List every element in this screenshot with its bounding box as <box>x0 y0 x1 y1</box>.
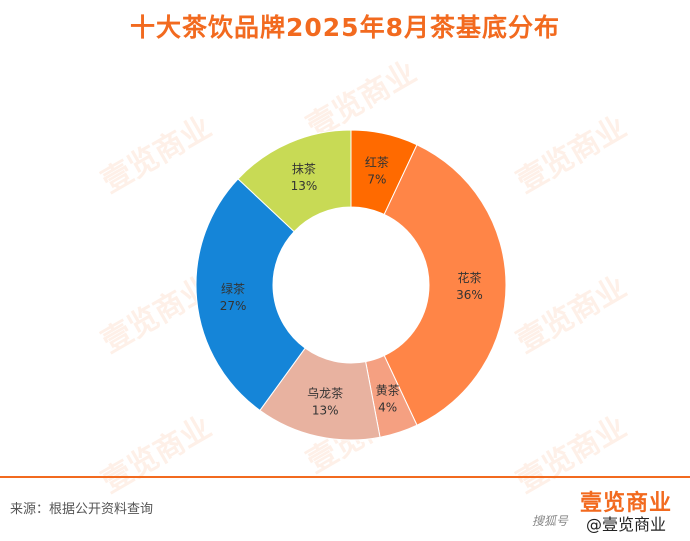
slice-name-label: 花茶 <box>457 270 481 285</box>
source-note: 来源：根据公开资料查询 <box>10 502 154 517</box>
slice-name-label: 绿茶 <box>221 281 245 296</box>
author-handle: @壹览商业 <box>586 515 667 534</box>
donut-slice-4 <box>195 178 306 412</box>
slice-name-label: 乌龙茶 <box>307 386 343 401</box>
brand-logo: 壹览商业 <box>580 485 684 516</box>
slice-value-label: 13% <box>291 179 318 193</box>
chart-title: 十大茶饮品牌2025年8月茶基底分布 <box>130 13 560 42</box>
donut-slice-5 <box>237 129 352 233</box>
slice-value-label: 27% <box>220 299 247 313</box>
brand-logo-text: 壹览商业 <box>580 491 673 516</box>
slice-name-label: 黄茶 <box>376 383 400 398</box>
slice-value-label: 4% <box>378 401 397 415</box>
slice-name-label: 红茶 <box>365 154 389 169</box>
slice-value-label: 7% <box>367 172 386 186</box>
watermark-credit: 搜狐号 <box>532 514 569 528</box>
footer-divider <box>0 476 690 478</box>
slice-value-label: 36% <box>456 288 483 302</box>
donut-chart: 红茶 7% 花茶 36% 黄茶 4% 乌龙茶 13% 绿茶 27% 抹茶 13% <box>195 129 507 441</box>
slice-value-label: 13% <box>312 404 339 418</box>
donut-slice-1 <box>383 144 507 426</box>
slice-name-label: 抹茶 <box>292 161 316 176</box>
